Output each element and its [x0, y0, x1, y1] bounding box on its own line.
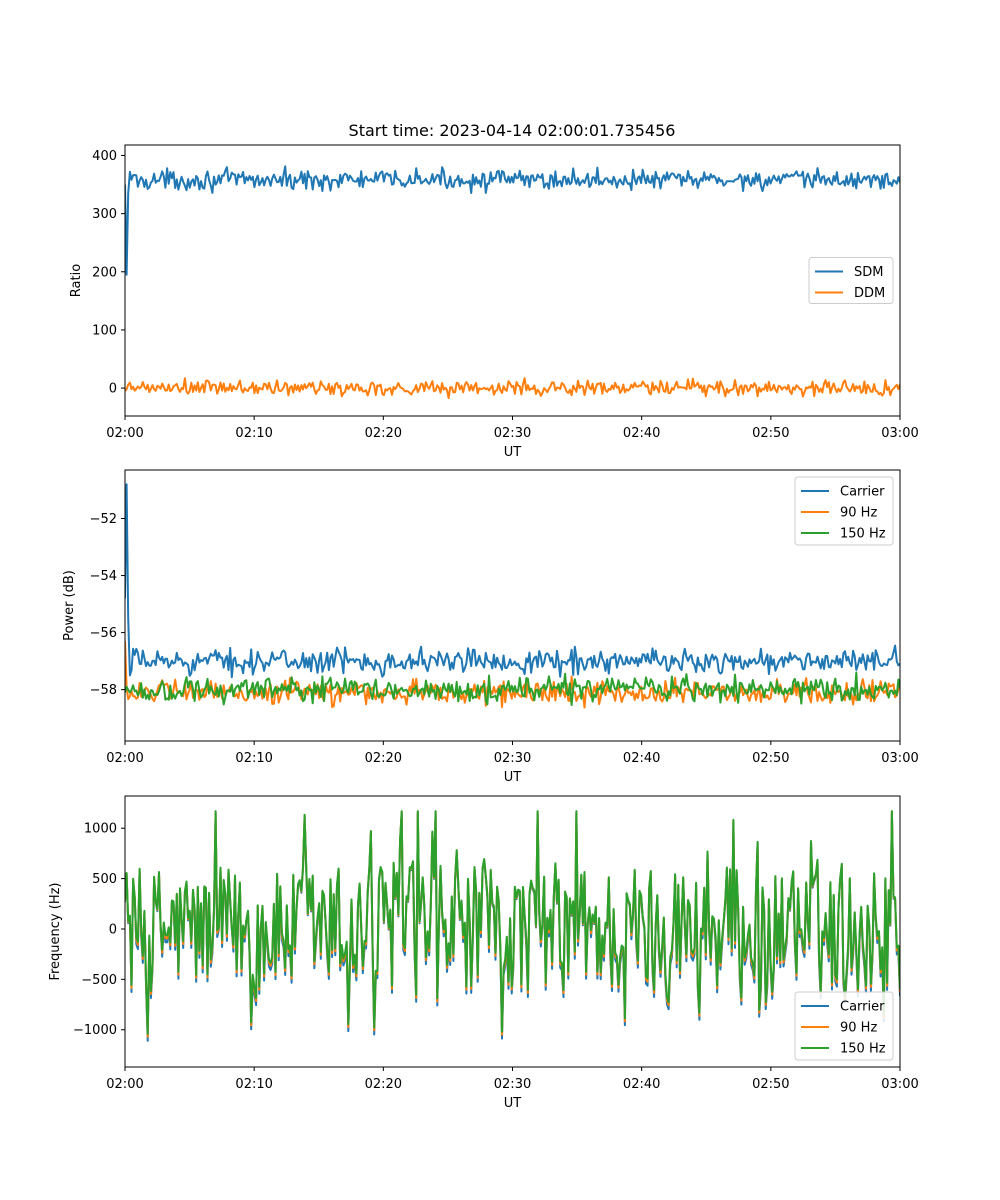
- x-tick-label: 02:10: [235, 1077, 272, 1092]
- plot-frame: [124, 144, 901, 417]
- x-tick-label: 02:20: [365, 426, 402, 441]
- x-tick-label: 02:20: [365, 751, 402, 766]
- series-line-90-hz: [125, 641, 900, 709]
- legend: Carrier 90 Hz 150 Hz: [794, 476, 894, 546]
- legend-label: Carrier: [840, 485, 885, 500]
- y-tick-label: −1000: [73, 1023, 117, 1038]
- x-axis: 02:00 02:10 02:20 02:30 02:40 02:50 03:00: [106, 1067, 919, 1092]
- x-tick-label: 02:40: [623, 1077, 660, 1092]
- legend-label: 150 Hz: [840, 527, 886, 542]
- x-tick-label: 02:40: [623, 751, 660, 766]
- y-tick-label: 1000: [84, 822, 117, 837]
- panels: 02:00 02:10 02:20 02:30 02:40 02:50 03:00 UT 0 10…: [48, 144, 919, 1111]
- x-tick-label: 03:00: [881, 751, 918, 766]
- legend: SDM DDM: [808, 257, 894, 304]
- chart-panel-3: 02:00 02:10 02:20 02:30 02:40 02:50 03:00 UT −10…: [48, 795, 919, 1111]
- x-tick-label: 02:10: [235, 751, 272, 766]
- y-tick-label: −58: [90, 683, 117, 698]
- y-tick-label: 0: [109, 382, 117, 397]
- x-tick-label: 02:50: [752, 751, 789, 766]
- x-axis: 02:00 02:10 02:20 02:30 02:40 02:50 03:00: [106, 741, 919, 766]
- x-axis: 02:00 02:10 02:20 02:30 02:40 02:50 03:00: [106, 416, 919, 441]
- plot-frame: [124, 469, 901, 742]
- x-tick-label: 02:50: [752, 426, 789, 441]
- legend-frame: [794, 476, 894, 546]
- x-tick-label: 02:20: [365, 1077, 402, 1092]
- y-axis: −58 −56 −54 −52: [90, 512, 125, 698]
- legend: Carrier 90 Hz 150 Hz: [794, 991, 894, 1061]
- x-tick-label: 02:40: [623, 426, 660, 441]
- x-tick-label: 02:50: [752, 1077, 789, 1092]
- legend-frame: [794, 991, 894, 1061]
- series-line-150-hz: [125, 810, 900, 1035]
- y-tick-label: 200: [92, 265, 117, 280]
- legend-label: Carrier: [840, 1000, 885, 1015]
- x-tick-label: 02:30: [494, 1077, 531, 1092]
- y-tick-label: −52: [90, 512, 117, 527]
- series-line-150-hz: [125, 671, 900, 706]
- series-line-ddm: [125, 377, 900, 400]
- series-lines: [125, 810, 900, 1042]
- x-tick-label: 02:00: [106, 426, 143, 441]
- x-axis-label: UT: [504, 770, 522, 785]
- y-tick-label: 400: [92, 149, 117, 164]
- x-tick-label: 02:10: [235, 426, 272, 441]
- y-tick-label: 100: [92, 323, 117, 338]
- chart-panel-2: 02:00 02:10 02:20 02:30 02:40 02:50 03:00 UT −58…: [62, 469, 919, 785]
- x-tick-label: 03:00: [881, 426, 918, 441]
- chart-panel-1: 02:00 02:10 02:20 02:30 02:40 02:50 03:00 UT 0 10…: [69, 144, 919, 460]
- x-axis-label: UT: [504, 445, 522, 460]
- y-axis-label: Power (dB): [62, 570, 77, 641]
- y-tick-label: 0: [109, 922, 117, 937]
- y-tick-label: −54: [90, 569, 117, 584]
- x-axis-label: UT: [504, 1096, 522, 1111]
- figure-title: Start time: 2023-04-14 02:00:01.735456: [349, 121, 676, 140]
- legend-label: SDM: [854, 265, 883, 280]
- legend-label: 90 Hz: [840, 1021, 877, 1036]
- y-tick-label: 500: [92, 872, 117, 887]
- legend-label: 150 Hz: [840, 1042, 886, 1057]
- y-axis: −1000 −500 0 500 1000: [73, 822, 125, 1038]
- y-axis-label: Frequency (Hz): [48, 882, 63, 980]
- y-axis-label: Ratio: [69, 264, 84, 297]
- x-tick-label: 02:30: [494, 751, 531, 766]
- x-tick-label: 02:30: [494, 426, 531, 441]
- series-line-sdm: [125, 165, 900, 276]
- series-lines: [125, 165, 900, 400]
- x-tick-label: 02:00: [106, 751, 143, 766]
- y-tick-label: −56: [90, 626, 117, 641]
- x-tick-label: 03:00: [881, 1077, 918, 1092]
- x-tick-label: 02:00: [106, 1077, 143, 1092]
- legend-label: 90 Hz: [840, 506, 877, 521]
- y-tick-label: 300: [92, 207, 117, 222]
- y-tick-label: −500: [81, 973, 117, 988]
- legend-label: DDM: [854, 286, 885, 301]
- y-axis: 0 100 200 300 400: [92, 149, 125, 397]
- series-line-carrier: [125, 483, 900, 679]
- series-lines: [125, 483, 900, 709]
